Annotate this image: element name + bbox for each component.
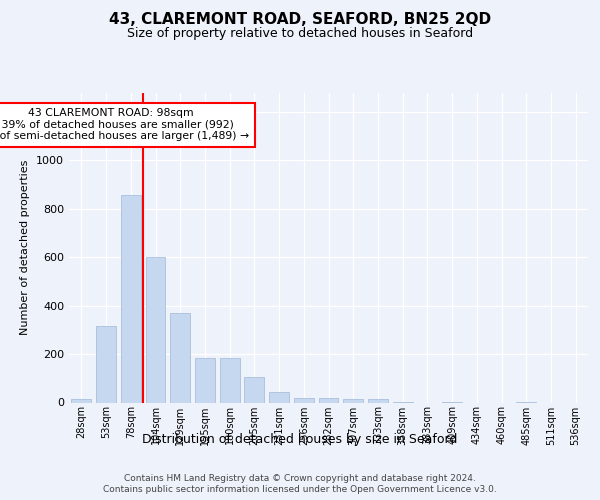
Text: Contains HM Land Registry data © Crown copyright and database right 2024.: Contains HM Land Registry data © Crown c…	[124, 474, 476, 483]
Bar	[244, 377, 264, 402]
Bar	[71, 399, 91, 402]
Bar	[195, 358, 215, 403]
Bar	[146, 257, 166, 402]
Bar	[170, 313, 190, 402]
Text: 43, CLAREMONT ROAD, SEAFORD, BN25 2QD: 43, CLAREMONT ROAD, SEAFORD, BN25 2QD	[109, 12, 491, 28]
Text: Contains public sector information licensed under the Open Government Licence v3: Contains public sector information licen…	[103, 485, 497, 494]
Bar	[269, 392, 289, 402]
Text: Distribution of detached houses by size in Seaford: Distribution of detached houses by size …	[142, 432, 458, 446]
Text: Size of property relative to detached houses in Seaford: Size of property relative to detached ho…	[127, 28, 473, 40]
Bar	[294, 398, 314, 402]
Text: 43 CLAREMONT ROAD: 98sqm
← 39% of detached houses are smaller (992)
59% of semi-: 43 CLAREMONT ROAD: 98sqm ← 39% of detach…	[0, 108, 250, 142]
Bar	[220, 358, 239, 403]
Bar	[121, 196, 140, 402]
Bar	[96, 326, 116, 402]
Bar	[343, 399, 363, 402]
Bar	[319, 398, 338, 402]
Bar	[368, 399, 388, 402]
Y-axis label: Number of detached properties: Number of detached properties	[20, 160, 31, 335]
